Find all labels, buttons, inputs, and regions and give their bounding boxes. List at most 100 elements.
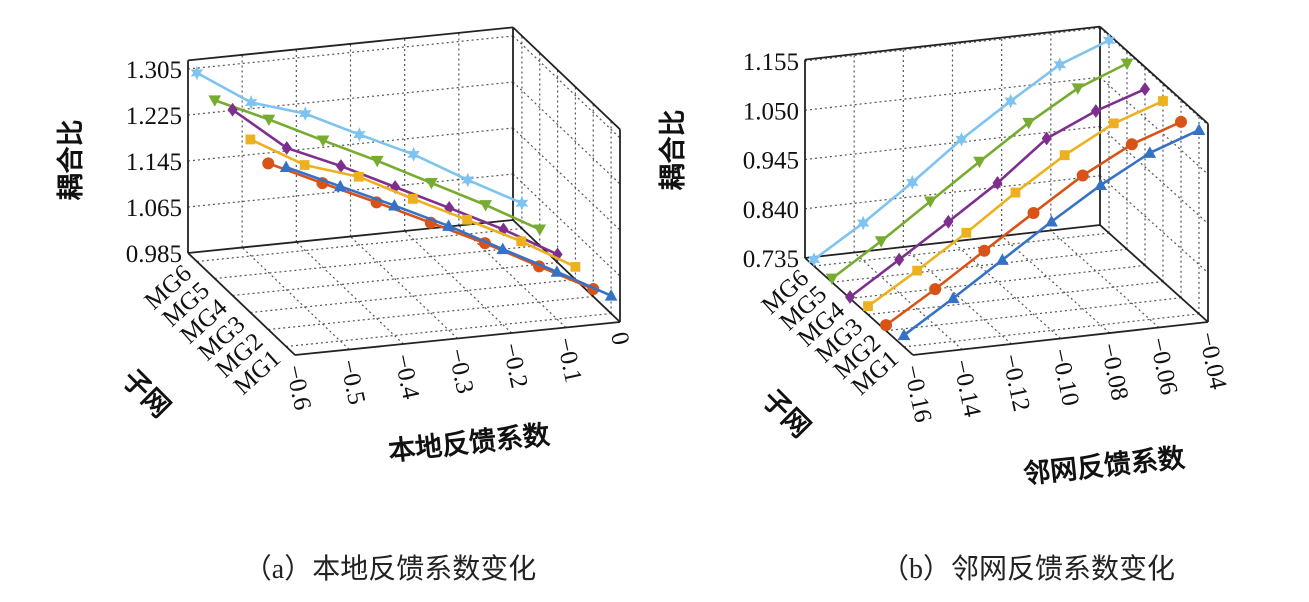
data-point-mg4 xyxy=(281,141,292,155)
data-point-mg6 xyxy=(244,95,258,110)
data-point-mg3 xyxy=(245,134,256,145)
data-point-mg1 xyxy=(550,265,564,277)
axis-box-edge xyxy=(912,321,1209,356)
data-point-mg4 xyxy=(1090,104,1101,118)
z-tick-label: 1.145 xyxy=(126,149,182,176)
grid-line-side-z xyxy=(1099,27,1209,126)
data-point-mg3 xyxy=(863,301,873,312)
y-axis-title: 子网 xyxy=(757,384,816,443)
data-point-mg5 xyxy=(1071,83,1085,95)
z-tick-label: 0.945 xyxy=(743,148,799,175)
y-axis-title: 子网 xyxy=(117,364,176,423)
data-point-mg6 xyxy=(515,195,529,211)
caption-a: （a）本地反馈系数变化 xyxy=(244,553,536,585)
x-tick-label: −0.5 xyxy=(334,357,370,407)
series-line-mg1 xyxy=(903,128,1200,337)
data-point-mg6 xyxy=(1102,33,1116,48)
data-point-mg5 xyxy=(370,155,384,168)
data-point-mg6 xyxy=(856,215,870,231)
series-line-mg6 xyxy=(813,39,1110,261)
x-axis-title: 邻网反馈系数 xyxy=(1022,443,1187,490)
data-point-mg6 xyxy=(1004,93,1017,109)
data-point-mg3 xyxy=(299,160,310,170)
data-point-mg4 xyxy=(1041,131,1052,146)
data-point-mg1 xyxy=(946,291,960,304)
data-point-mg4 xyxy=(844,290,856,304)
grid-line-floor-x xyxy=(1050,230,1160,328)
data-point-mg3 xyxy=(408,193,418,204)
data-point-mg1 xyxy=(1143,146,1157,158)
data-point-mg1 xyxy=(333,179,347,192)
data-point-mg4 xyxy=(943,214,954,229)
data-point-mg5 xyxy=(262,114,276,127)
z-tick-label: 1.050 xyxy=(743,98,799,125)
grid-line-floor-mg xyxy=(232,261,558,297)
data-point-mg6 xyxy=(906,175,919,190)
data-point-mg2 xyxy=(978,244,991,257)
axis-box-edge xyxy=(512,219,621,323)
grid-line-floor-mg xyxy=(196,227,522,263)
chart-b-neighbor-feedback: 0.7350.8400.9451.0501.155MG1MG2MG3MG4MG5… xyxy=(657,25,1232,490)
data-point-mg6 xyxy=(298,106,312,121)
data-point-mg5 xyxy=(425,178,438,190)
grid-line-side-z xyxy=(1099,76,1209,175)
data-point-mg1 xyxy=(279,160,293,172)
data-point-mg5 xyxy=(973,156,986,169)
grid-line-floor-mg xyxy=(250,278,576,314)
grid-line-side-z xyxy=(512,127,621,231)
axis-box-edge xyxy=(804,257,914,356)
data-point-mg4 xyxy=(227,102,238,117)
grid-line-floor-x xyxy=(458,225,567,328)
x-tick-label: −0.14 xyxy=(947,357,986,420)
data-point-mg2 xyxy=(929,283,942,296)
x-tick-label: −0.1 xyxy=(551,335,587,385)
data-point-mg3 xyxy=(353,171,364,182)
z-tick-label: 0.985 xyxy=(126,241,182,268)
caption-b: （b）邻网反馈系数变化 xyxy=(881,553,1175,585)
x-tick-label: −0.06 xyxy=(1144,335,1182,397)
z-axis-title: 耦合比 xyxy=(55,120,86,201)
data-point-mg3 xyxy=(462,214,472,225)
data-point-mg6 xyxy=(1053,57,1067,72)
data-point-mg5 xyxy=(923,196,937,208)
x-tick-label: −0.08 xyxy=(1095,341,1133,403)
x-tick-label: −0.3 xyxy=(443,346,479,396)
x-tick-label: −0.16 xyxy=(898,363,936,425)
z-tick-label: 1.225 xyxy=(126,103,182,130)
z-axis-title: 耦合比 xyxy=(657,110,688,191)
data-point-mg5 xyxy=(208,95,222,107)
data-point-mg1 xyxy=(1192,123,1206,135)
data-point-mg5 xyxy=(1022,117,1036,130)
data-point-mg1 xyxy=(442,219,455,231)
x-tick-label: −0.10 xyxy=(1046,346,1084,408)
data-point-mg3 xyxy=(961,227,972,238)
x-tick-label: −0.12 xyxy=(996,352,1034,414)
data-point-mg3 xyxy=(1108,118,1119,129)
data-point-mg2 xyxy=(1027,207,1040,219)
chart-a-local-feedback: 0.9851.0651.1451.2251.305MG1MG2MG3MG4MG5… xyxy=(55,26,634,466)
data-point-mg1 xyxy=(1094,178,1108,191)
data-point-mg3 xyxy=(1158,96,1168,106)
grid-line-floor-x xyxy=(952,241,1061,339)
z-tick-label: 1.155 xyxy=(743,49,799,76)
data-point-mg4 xyxy=(1139,82,1151,96)
data-point-mg5 xyxy=(874,236,888,248)
grid-line-side-z xyxy=(1099,126,1209,224)
data-point-mg5 xyxy=(479,200,492,212)
data-point-mg1 xyxy=(995,253,1009,265)
data-point-mg2 xyxy=(262,157,275,170)
axis-box-edge xyxy=(187,26,514,62)
data-point-mg2 xyxy=(1175,115,1188,128)
z-tick-label: 1.305 xyxy=(126,57,182,84)
data-point-mg1 xyxy=(388,199,401,211)
z-tick-label: 0.735 xyxy=(743,246,799,273)
x-tick-label: 0 xyxy=(605,330,634,348)
grid-line-floor-x xyxy=(902,246,1012,345)
axis-box-edge xyxy=(804,25,1101,61)
grid-line-floor-x xyxy=(295,241,404,345)
data-point-mg2 xyxy=(1076,169,1089,182)
data-point-mg3 xyxy=(570,261,581,272)
data-point-mg3 xyxy=(516,236,527,247)
data-point-mg1 xyxy=(897,328,911,341)
